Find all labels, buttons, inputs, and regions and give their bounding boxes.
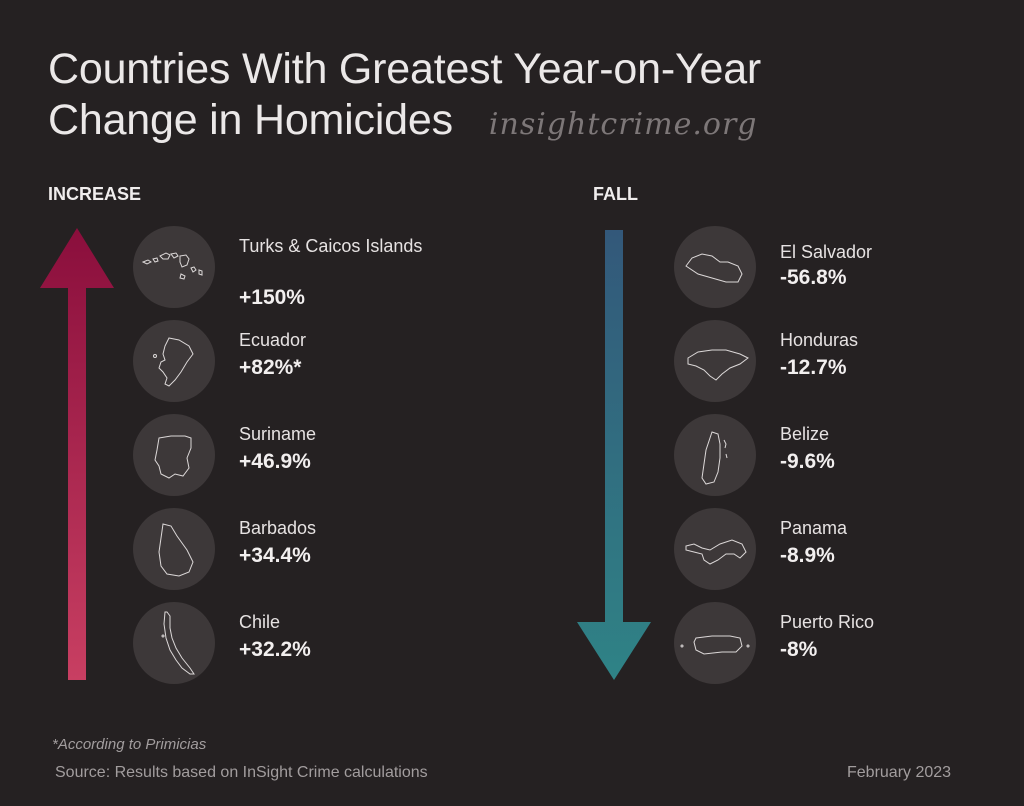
country-name: Puerto Rico xyxy=(780,612,875,632)
increase-item-barbados: Barbados +34.4% xyxy=(133,508,453,590)
country-name: Chile xyxy=(239,612,281,632)
fall-item-panama: Panama -8.9% xyxy=(674,508,994,590)
chart-title: Countries With Greatest Year-on-Year Cha… xyxy=(48,44,761,150)
fall-item-honduras: Honduras -12.7% xyxy=(674,320,994,402)
puerto-rico-map-icon xyxy=(674,602,756,684)
increase-item-chile: Chile +32.2% xyxy=(133,602,453,684)
change-value: +34.4% xyxy=(239,544,311,567)
title-line-2: Change in Homicides insightcrime.org xyxy=(48,95,761,150)
increase-item-ecuador: Ecuador +82%* xyxy=(133,320,453,402)
change-value: +46.9% xyxy=(239,450,311,473)
country-name: Barbados xyxy=(239,518,317,538)
fall-label: FALL xyxy=(593,184,638,204)
country-name: Turks & Caicos Islands xyxy=(239,236,423,256)
country-name: Ecuador xyxy=(239,330,307,350)
fall-arrow-icon xyxy=(577,230,651,680)
country-name: Suriname xyxy=(239,424,317,444)
brand-watermark: insightcrime.org xyxy=(488,107,758,142)
change-value: +150% xyxy=(239,286,305,309)
country-name: El Salvador xyxy=(780,242,873,262)
change-value: -12.7% xyxy=(780,356,847,379)
increase-arrow-icon xyxy=(40,228,114,680)
footnote: *According to Primicias xyxy=(52,736,207,753)
fall-item-belize: Belize -9.6% xyxy=(674,414,994,496)
increase-item-suriname: Suriname +46.9% xyxy=(133,414,453,496)
title-line-1: Countries With Greatest Year-on-Year xyxy=(48,45,762,93)
fall-item-el-salvador: El Salvador -56.8% xyxy=(674,226,994,308)
change-value: -9.6% xyxy=(780,450,835,473)
change-value: -56.8% xyxy=(780,266,847,289)
change-value: +82%* xyxy=(239,356,302,379)
turks-caicos-map-icon xyxy=(133,226,215,308)
ecuador-map-icon xyxy=(133,320,215,402)
panama-map-icon xyxy=(674,508,756,590)
country-name: Belize xyxy=(780,424,830,444)
chile-map-icon xyxy=(133,602,215,684)
title-line-2-text: Change in Homicides xyxy=(48,96,453,144)
fall-item-puerto-rico: Puerto Rico -8% xyxy=(674,602,994,684)
increase-label: INCREASE xyxy=(48,184,142,204)
date-label: February 2023 xyxy=(847,764,952,781)
honduras-map-icon xyxy=(674,320,756,402)
el-salvador-map-icon xyxy=(674,226,756,308)
change-value: -8.9% xyxy=(780,544,835,567)
source-note: Source: Results based on InSight Crime c… xyxy=(55,764,428,781)
change-value: -8% xyxy=(780,638,818,661)
belize-map-icon xyxy=(674,414,756,496)
barbados-map-icon xyxy=(133,508,215,590)
increase-item-turks-caicos: Turks & Caicos Islands +150% xyxy=(133,226,453,309)
country-name: Honduras xyxy=(780,330,859,350)
suriname-map-icon xyxy=(133,414,215,496)
country-name: Panama xyxy=(780,518,848,538)
change-value: +32.2% xyxy=(239,638,311,661)
